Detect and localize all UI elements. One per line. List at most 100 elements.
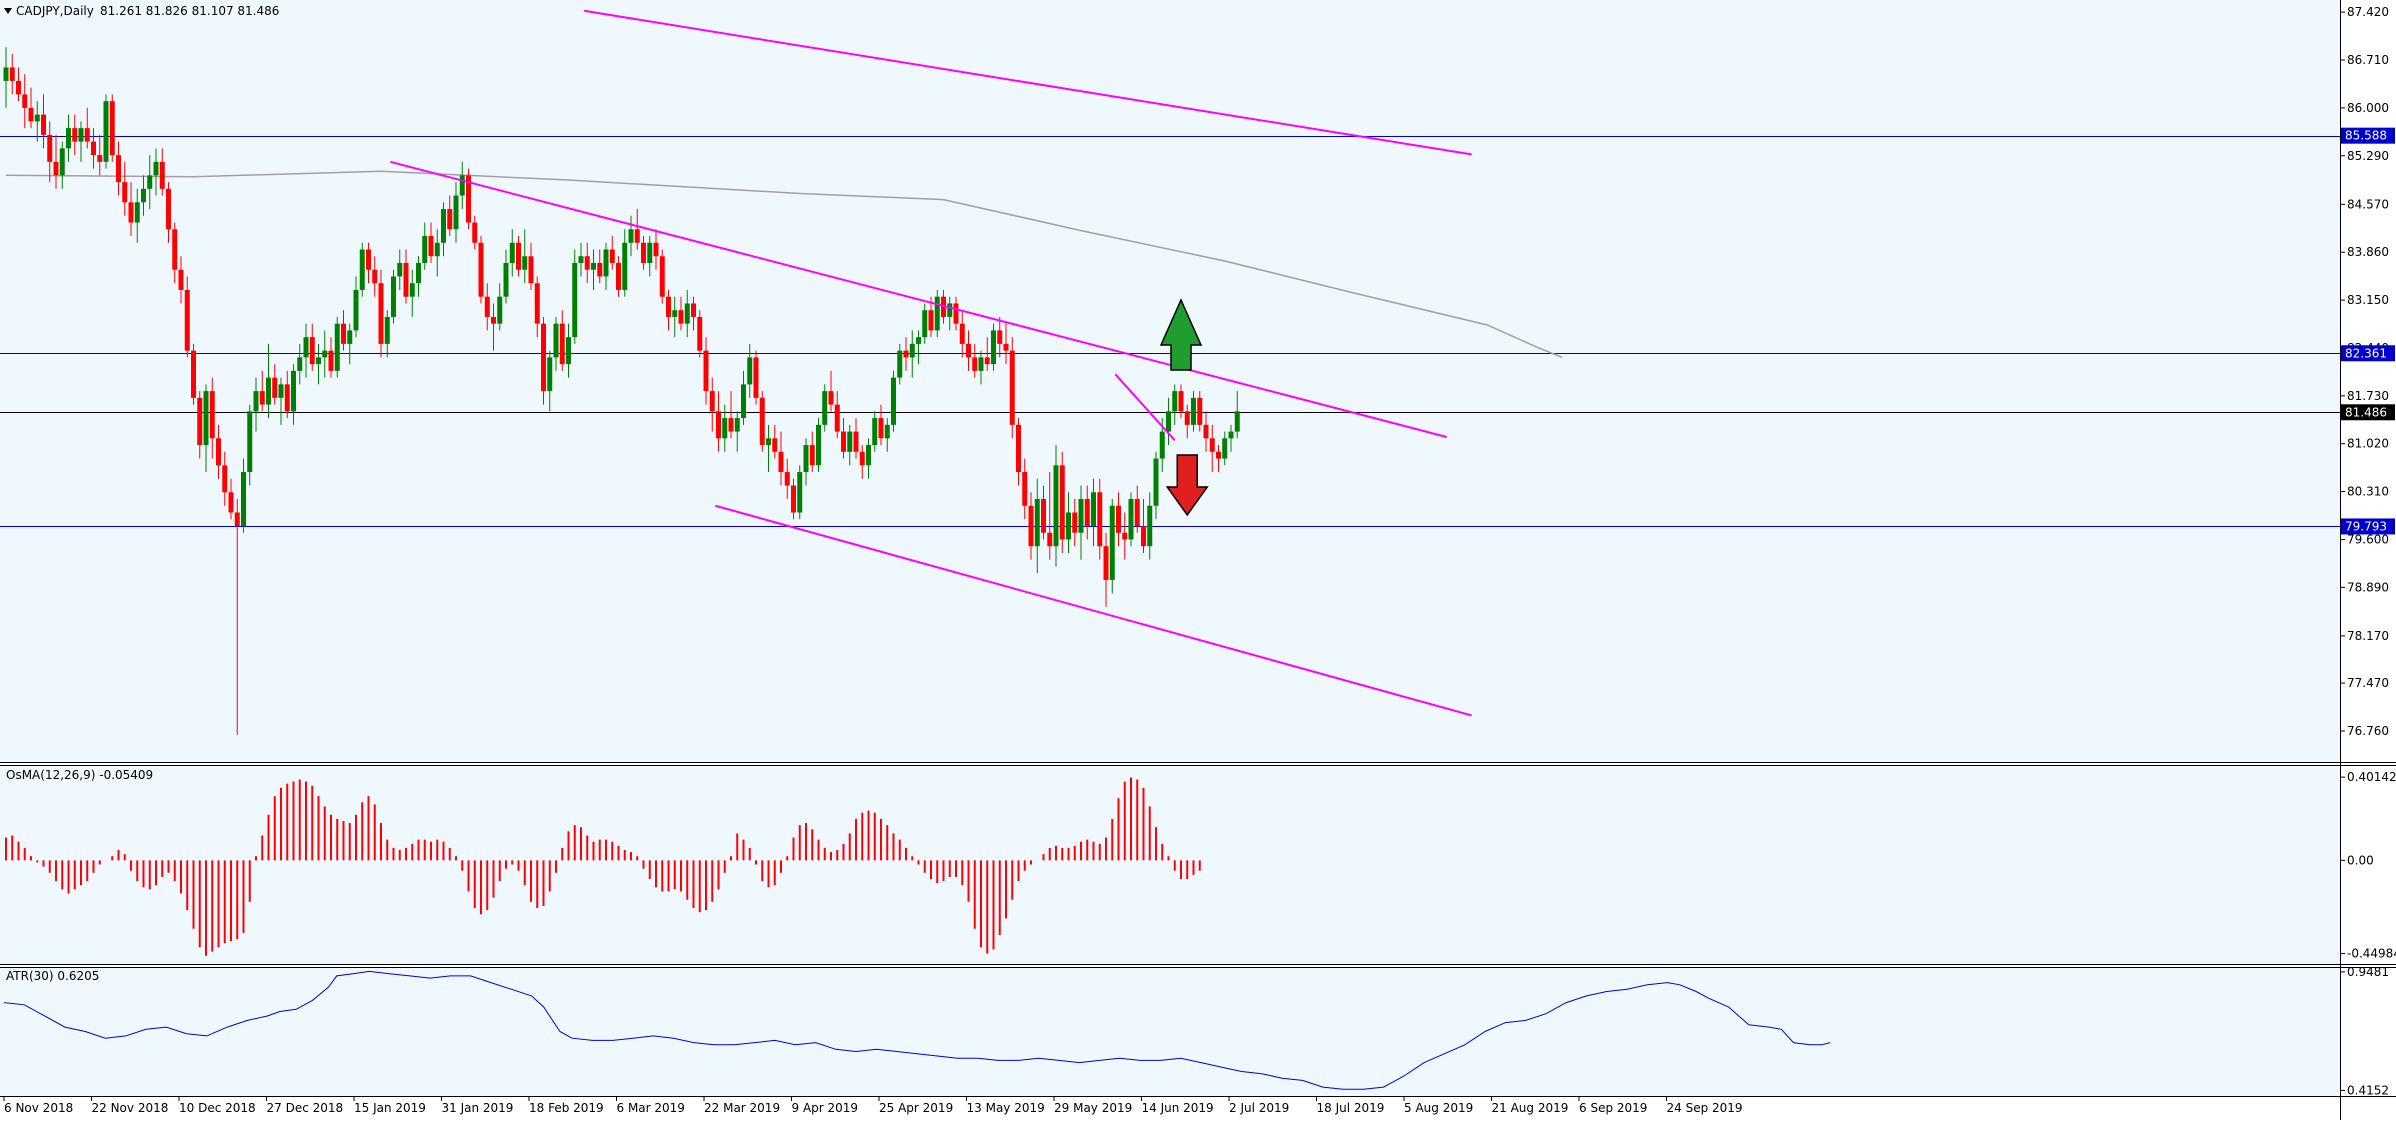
candle-body xyxy=(28,107,34,122)
candle-body xyxy=(584,256,590,270)
candle-body xyxy=(453,195,459,230)
y-tick-label: 78.170 xyxy=(2347,629,2389,643)
candle-body xyxy=(1072,512,1078,533)
candle-102 xyxy=(641,236,646,270)
candle-80 xyxy=(503,249,509,304)
candle-74 xyxy=(466,168,471,230)
candle-body xyxy=(797,472,803,513)
candle-body xyxy=(1147,505,1153,547)
candle-body xyxy=(1078,499,1084,533)
candle-body xyxy=(778,451,784,473)
candle-7 xyxy=(47,121,53,183)
candle-130 xyxy=(816,418,821,473)
candle-38 xyxy=(241,458,246,533)
candle-196 xyxy=(1228,424,1234,452)
candle-body xyxy=(422,236,428,263)
candle-134 xyxy=(841,418,846,459)
candle-143 xyxy=(897,343,903,385)
y-tick-label: 83.150 xyxy=(2347,293,2389,307)
candle-55 xyxy=(347,323,353,365)
candle-28 xyxy=(178,256,184,304)
trendlines[interactable] xyxy=(390,9,1472,717)
candle-57 xyxy=(359,242,365,297)
candle-body xyxy=(1141,525,1146,547)
candle-body xyxy=(447,209,453,230)
candle-body xyxy=(716,411,721,439)
candle-124 xyxy=(778,431,784,486)
candle-63 xyxy=(397,249,403,290)
candle-body xyxy=(203,391,209,446)
x-tick-label: 25 Apr 2019 xyxy=(879,1101,953,1115)
candle-73 xyxy=(459,161,465,210)
candle-135 xyxy=(847,424,853,466)
candle-body xyxy=(934,296,940,331)
candle-body xyxy=(666,296,671,317)
candle-body xyxy=(634,229,640,243)
y-tick-label: 86.000 xyxy=(2347,101,2389,115)
candle-113 xyxy=(709,377,715,432)
candle-body xyxy=(891,377,896,425)
candle-body xyxy=(97,155,103,162)
candle-23 xyxy=(147,155,153,210)
candle-90 xyxy=(566,323,571,378)
y-tick-label: 78.890 xyxy=(2347,580,2389,594)
candle-138 xyxy=(866,438,871,479)
candle-body xyxy=(134,202,140,223)
candle-129 xyxy=(809,431,815,473)
candle-body xyxy=(103,101,109,162)
dropdown-triangle-icon[interactable] xyxy=(4,8,12,14)
candle-22 xyxy=(141,175,146,216)
candle-body xyxy=(284,384,290,412)
price-tag-box xyxy=(2341,345,2395,362)
candle-79 xyxy=(497,283,503,331)
arrows[interactable] xyxy=(1159,298,1209,517)
candle-body xyxy=(1016,424,1021,473)
candle-body xyxy=(772,438,778,452)
candle-body xyxy=(1134,499,1140,526)
candle-164 xyxy=(1028,492,1034,560)
candle-151 xyxy=(947,296,953,331)
atr-panel[interactable] xyxy=(0,967,2340,1096)
indicator-axis-ticks: 0.40142 0.00 -0.44984 0.9481 0.4152 xyxy=(2340,770,2396,1097)
candle-body xyxy=(972,357,978,371)
candle-body xyxy=(509,242,515,263)
candle-187 xyxy=(1172,384,1178,425)
candle-162 xyxy=(1016,418,1021,486)
candle-body xyxy=(272,377,278,398)
candle-145 xyxy=(909,330,915,378)
candle-83 xyxy=(522,229,528,284)
candle-50 xyxy=(316,343,321,385)
candle-body xyxy=(1109,505,1115,580)
candle-97 xyxy=(609,236,615,270)
candle-body xyxy=(672,310,678,317)
candle-173 xyxy=(1084,485,1090,540)
candle-body xyxy=(322,350,328,358)
price-labels: 85.588 82.361 81.486 79.793 xyxy=(2341,127,2395,535)
osma-panel[interactable] xyxy=(0,765,2340,964)
candle-body xyxy=(159,161,165,189)
y-tick-label: 83.860 xyxy=(2347,245,2389,259)
candle-123 xyxy=(772,424,778,459)
ohlc-label: 81.261 81.826 81.107 81.486 xyxy=(100,4,279,18)
ma-line xyxy=(5,170,1563,359)
candle-body xyxy=(209,391,215,439)
candle-20 xyxy=(128,182,134,237)
x-tick-label: 18 Jul 2019 xyxy=(1317,1101,1385,1115)
candle-body xyxy=(428,236,434,257)
candle-body xyxy=(141,188,146,203)
candle-131 xyxy=(822,384,828,432)
candle-128 xyxy=(803,438,809,486)
candle-body xyxy=(59,148,65,176)
candle-body xyxy=(34,114,40,122)
candle-body xyxy=(1116,505,1121,533)
candle-157 xyxy=(984,337,990,371)
candle-52 xyxy=(328,337,334,378)
price-panel[interactable] xyxy=(0,0,2340,762)
candle-body xyxy=(16,80,21,95)
candle-body xyxy=(334,323,340,371)
price-tag-text: 81.486 xyxy=(2345,405,2387,419)
candle-body xyxy=(1122,532,1128,540)
x-tick-label: 31 Jan 2019 xyxy=(442,1101,514,1115)
candle-61 xyxy=(384,310,390,358)
price-tag-text: 85.588 xyxy=(2345,129,2387,143)
